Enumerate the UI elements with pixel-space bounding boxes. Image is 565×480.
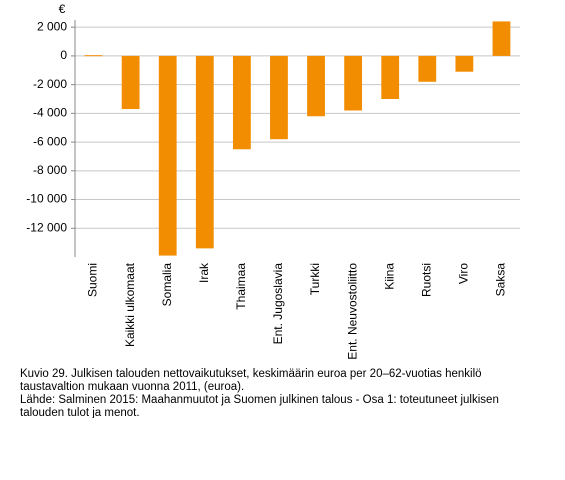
chart: € 2 000 0 -2 000 -4 000 -6 000 -8 000 -10 000 -… (26, 2, 520, 360)
x-tick-label: Turkki (308, 263, 322, 295)
x-tick-label: Suomi (86, 263, 100, 297)
x-tick-label: Kiina (382, 263, 396, 290)
x-tick-label: Viro (457, 263, 471, 284)
x-tick-label: Ent. Neuvostoliitto (345, 263, 359, 360)
y-tick-label: -12 000 (26, 220, 67, 234)
caption: Kuvio 29. Julkisen talouden nettovaikutu… (20, 368, 520, 418)
caption-source: Lähde: Salminen 2015: Maahanmuutot ja Su… (20, 394, 499, 418)
bar (232, 55, 251, 150)
bar (492, 21, 511, 56)
bar (195, 55, 214, 249)
bar (121, 55, 140, 110)
x-tick-label: Ruotsi (419, 263, 433, 297)
bar (455, 55, 474, 72)
x-tick-label: Kaikki ulkomaat (123, 262, 137, 347)
y-tick-label: -2 000 (33, 77, 67, 91)
x-tick-label: Thaimaa (234, 263, 248, 310)
y-tick-label: 0 (60, 48, 67, 62)
x-tick-label: Somalia (160, 263, 174, 307)
bar (418, 55, 437, 82)
y-tick-label: -4 000 (33, 106, 67, 120)
bar (84, 55, 103, 57)
bar (344, 55, 363, 111)
y-tick-label: -8 000 (33, 163, 67, 177)
x-tick-label: Irak (197, 262, 211, 283)
y-axis-unit: € (59, 2, 66, 16)
bar (270, 55, 288, 140)
y-tick-label: -10 000 (26, 192, 67, 206)
bar (158, 55, 177, 256)
bar (381, 55, 400, 99)
x-tick-label: Ent. Jugoslavia (271, 263, 285, 345)
bar (307, 55, 325, 117)
caption-title: Kuvio 29. Julkisen talouden nettovaikutu… (20, 368, 482, 393)
x-tick-label: Saksa (494, 263, 508, 297)
y-tick-label: -6 000 (33, 134, 67, 148)
y-tick-label: 2 000 (37, 19, 67, 33)
